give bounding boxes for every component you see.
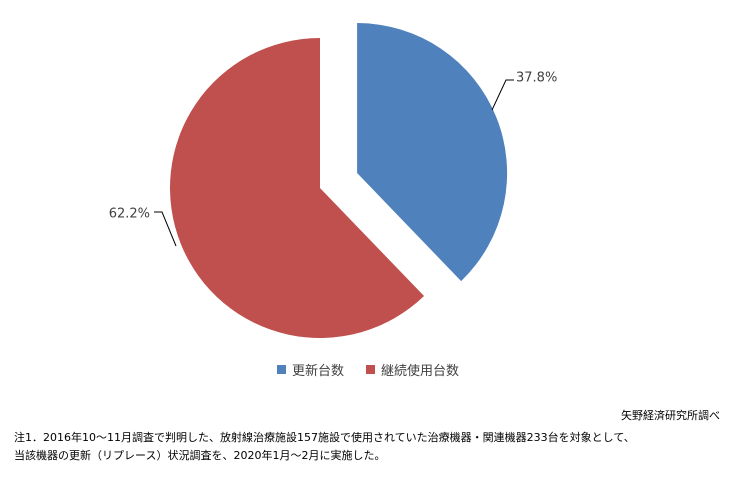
pie-slices bbox=[170, 23, 508, 338]
leader-lines bbox=[154, 79, 514, 247]
footnote-line-2: 当該機器の更新（リプレース）状況調査を、2020年1月～2月に実施した。 bbox=[14, 449, 386, 462]
legend-item-renewed: 更新台数 bbox=[276, 360, 344, 379]
footnote: 注1．2016年10～11月調査で判明した、放射線治療施設157施設で使用されて… bbox=[14, 429, 724, 465]
data-label-continued: 62.2% bbox=[109, 207, 150, 222]
pie-slice-renewed bbox=[357, 23, 508, 282]
data-label-renewed: 37.8% bbox=[516, 71, 557, 86]
leader-line-continued bbox=[154, 211, 177, 247]
pie-chart: 37.8% 62.2% bbox=[109, 23, 558, 338]
legend: 更新台数 継続使用台数 bbox=[0, 360, 736, 379]
data-labels: 37.8% 62.2% bbox=[109, 71, 558, 222]
legend-label-continued: 継続使用台数 bbox=[381, 364, 460, 379]
pie-slice-continued bbox=[170, 38, 425, 338]
legend-swatch-continued bbox=[366, 365, 375, 374]
leader-line-renewed bbox=[491, 79, 514, 111]
legend-swatch-renewed bbox=[276, 365, 286, 374]
footnote-line-1: 注1．2016年10～11月調査で判明した、放射線治療施設157施設で使用されて… bbox=[14, 431, 635, 444]
legend-label-renewed: 更新台数 bbox=[291, 364, 344, 379]
source-credit: 矢野経済研究所調べ bbox=[621, 409, 720, 422]
legend-item-continued: 継続使用台数 bbox=[366, 360, 459, 379]
